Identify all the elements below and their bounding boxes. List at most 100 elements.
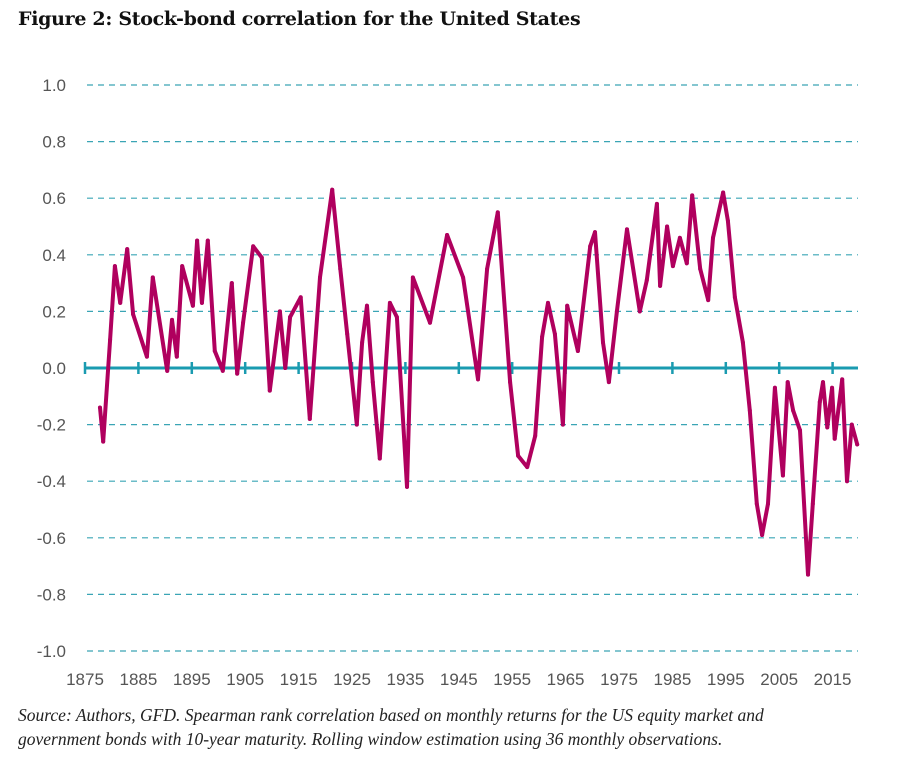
data-point	[806, 572, 811, 577]
data-point	[445, 232, 450, 237]
y-tick-label: 0.8	[42, 133, 66, 152]
x-tick-label: 1905	[226, 670, 264, 689]
caption-line-1: Source: Authors, GFD. Spearman rank corr…	[18, 705, 764, 725]
y-tick-label: -0.6	[37, 529, 66, 548]
data-point	[360, 340, 365, 345]
data-point	[791, 408, 796, 413]
chart-title: Figure 2: Stock-bond correlation for the…	[18, 8, 581, 30]
data-point	[330, 187, 335, 192]
y-tick-label: 0.2	[42, 302, 66, 321]
data-point	[370, 380, 375, 385]
data-point	[798, 428, 803, 433]
data-point	[212, 349, 217, 354]
data-point	[307, 416, 312, 421]
data-point	[665, 224, 670, 229]
data-point	[614, 309, 619, 314]
y-tick-label: 0.4	[42, 246, 66, 265]
data-point	[849, 422, 854, 427]
data-point	[565, 303, 570, 308]
data-point	[108, 337, 113, 342]
data-point	[637, 309, 642, 314]
data-point	[670, 264, 675, 269]
data-point	[235, 371, 240, 376]
data-point	[747, 408, 752, 413]
data-point	[377, 456, 382, 461]
y-tick-label: 0.0	[42, 359, 66, 378]
data-point	[461, 275, 466, 280]
y-tick-label: 1.0	[42, 76, 66, 95]
data-point	[251, 244, 256, 249]
data-point	[830, 385, 835, 390]
x-tick-label: 1885	[119, 670, 157, 689]
data-point	[190, 303, 195, 308]
x-tick-label: 1955	[493, 670, 531, 689]
x-tick-label: 1975	[600, 670, 638, 689]
data-point	[592, 230, 597, 235]
data-point	[205, 238, 210, 243]
data-point	[855, 442, 860, 447]
data-point	[410, 275, 415, 280]
x-tick-label: 1875	[66, 670, 104, 689]
data-point	[817, 399, 822, 404]
data-point	[754, 501, 759, 506]
x-tick-label: 2015	[814, 670, 852, 689]
data-point	[387, 300, 392, 305]
data-point	[345, 332, 350, 337]
data-point	[760, 532, 765, 537]
correlation-series-line	[98, 187, 860, 577]
x-tick-label: 1895	[173, 670, 211, 689]
data-point	[658, 283, 663, 288]
data-point	[721, 190, 726, 195]
data-point	[654, 201, 659, 206]
data-point	[772, 385, 777, 390]
data-point	[684, 261, 689, 266]
data-point	[150, 275, 155, 280]
data-point	[277, 309, 282, 314]
data-point	[840, 377, 845, 382]
x-tick-label: 1995	[707, 670, 745, 689]
data-point	[785, 380, 790, 385]
data-point	[427, 320, 432, 325]
x-tick-label: 1915	[280, 670, 318, 689]
data-point	[710, 235, 715, 240]
data-point	[112, 264, 117, 269]
data-point	[725, 218, 730, 223]
data-point	[600, 340, 605, 345]
x-tick-label: 1965	[547, 670, 585, 689]
data-point	[706, 298, 711, 303]
data-point	[180, 264, 185, 269]
data-point	[516, 453, 521, 458]
data-point	[101, 439, 106, 444]
data-point	[267, 388, 272, 393]
data-point	[820, 380, 825, 385]
data-point	[174, 354, 179, 359]
data-point	[476, 377, 481, 382]
data-point	[625, 227, 630, 232]
x-tick-label: 1945	[440, 670, 478, 689]
data-point	[525, 465, 530, 470]
data-point	[740, 340, 745, 345]
caption-line-2: government bonds with 10-year maturity. …	[18, 729, 723, 749]
data-point	[575, 349, 580, 354]
data-point	[485, 266, 490, 271]
data-point	[606, 380, 611, 385]
data-point	[644, 278, 649, 283]
data-point	[698, 266, 703, 271]
x-tick-label: 1925	[333, 670, 371, 689]
data-point	[165, 368, 170, 373]
chart-caption: Source: Authors, GFD. Spearman rank corr…	[18, 703, 918, 751]
data-point	[545, 300, 550, 305]
data-point	[732, 295, 737, 300]
x-tick-label: 1935	[386, 670, 424, 689]
data-point	[199, 300, 204, 305]
data-point	[298, 295, 303, 300]
data-point	[364, 303, 369, 308]
data-point	[144, 354, 149, 359]
data-point	[552, 332, 557, 337]
data-point	[354, 422, 359, 427]
y-tick-label: -1.0	[37, 642, 66, 661]
data-point	[810, 501, 815, 506]
y-tick-label: -0.4	[37, 472, 66, 491]
data-point	[495, 210, 500, 215]
